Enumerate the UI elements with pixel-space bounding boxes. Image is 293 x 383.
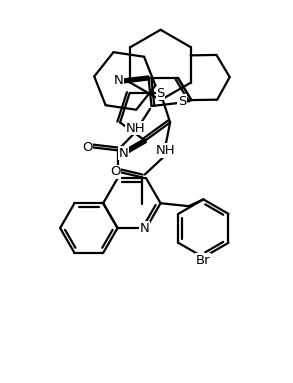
Text: O: O (82, 141, 93, 154)
Text: S: S (156, 87, 165, 100)
Text: NH: NH (125, 122, 145, 135)
Text: N: N (113, 74, 123, 87)
Text: N: N (140, 222, 150, 234)
Text: NH: NH (156, 144, 176, 157)
Text: Br: Br (196, 254, 211, 267)
Text: N: N (118, 147, 128, 160)
Text: O: O (110, 165, 120, 178)
Text: S: S (178, 95, 186, 108)
